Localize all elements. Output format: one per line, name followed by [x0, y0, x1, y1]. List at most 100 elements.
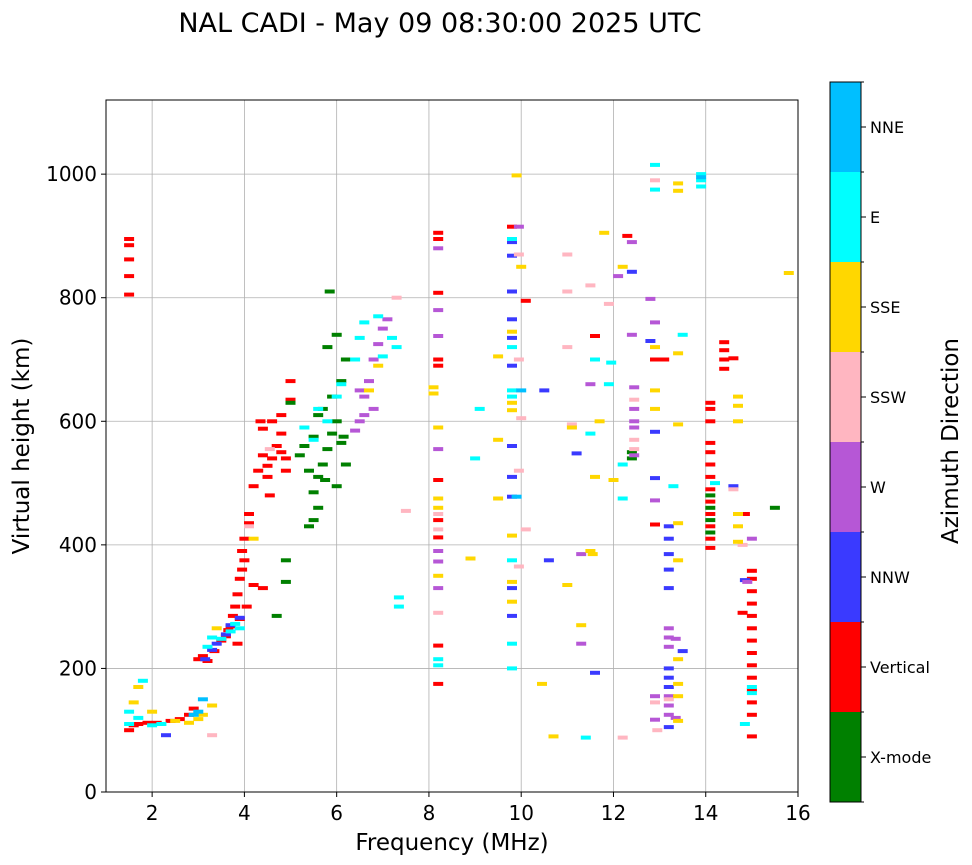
data-point — [670, 715, 681, 720]
data-point — [340, 462, 351, 467]
data-point — [608, 478, 619, 482]
data-point — [673, 558, 684, 563]
data-point — [364, 379, 374, 384]
data-point — [585, 431, 596, 436]
data-point — [705, 400, 716, 405]
data-point — [237, 549, 248, 553]
data-point — [673, 188, 684, 193]
data-point — [629, 425, 640, 430]
data-point — [232, 592, 243, 597]
data-point — [705, 505, 716, 510]
data-point — [202, 644, 213, 649]
data-point — [257, 453, 268, 458]
colorbar-tick-label: X-mode — [870, 748, 931, 767]
colorbar-segment — [830, 622, 861, 712]
data-point — [566, 422, 577, 427]
data-point — [124, 243, 135, 248]
data-point — [340, 357, 351, 362]
data-point — [271, 444, 282, 448]
data-point — [331, 332, 342, 337]
data-point — [391, 295, 402, 300]
data-point — [197, 697, 208, 702]
data-point — [645, 296, 656, 301]
series-ssw — [207, 178, 748, 740]
data-point — [280, 456, 291, 461]
data-point — [650, 357, 660, 362]
data-point — [124, 237, 135, 241]
colorbar-tick-label: E — [870, 208, 880, 227]
data-point — [746, 688, 757, 693]
x-tick-label: 14 — [693, 801, 718, 825]
data-point — [733, 403, 743, 408]
data-point — [673, 351, 684, 356]
data-point — [511, 494, 522, 499]
data-point — [670, 636, 681, 641]
data-point — [507, 237, 517, 241]
data-point — [433, 308, 444, 313]
x-tick-label: 12 — [601, 801, 626, 825]
data-point — [320, 478, 331, 482]
data-point — [350, 428, 361, 433]
data-point — [613, 274, 624, 279]
data-point — [304, 468, 314, 473]
data-point — [617, 735, 628, 740]
data-point — [336, 382, 347, 387]
data-point — [433, 559, 444, 564]
data-point — [220, 632, 231, 637]
data-point — [280, 579, 291, 584]
data-point — [737, 610, 748, 615]
data-point — [507, 317, 517, 322]
data-point — [133, 715, 144, 720]
data-point — [393, 595, 404, 600]
data-point — [393, 604, 404, 609]
y-tick-label: 1000 — [46, 162, 97, 186]
data-point — [737, 542, 748, 547]
data-point — [507, 253, 517, 258]
data-point — [673, 181, 684, 186]
data-point — [650, 162, 660, 167]
data-point — [710, 481, 720, 486]
data-point — [733, 419, 743, 424]
data-point — [322, 345, 333, 350]
data-point — [746, 613, 757, 618]
data-point — [200, 657, 211, 662]
data-point — [516, 264, 527, 269]
data-point — [705, 450, 716, 455]
data-point — [733, 512, 743, 516]
data-point — [507, 363, 517, 368]
data-point — [230, 604, 241, 609]
y-tick-label: 0 — [84, 780, 97, 804]
data-point — [156, 722, 167, 726]
data-point — [493, 354, 504, 359]
data-point — [465, 556, 476, 561]
data-point — [746, 675, 757, 680]
data-point — [650, 187, 660, 192]
data-point — [433, 586, 444, 591]
data-point — [368, 357, 379, 362]
data-point — [507, 335, 517, 340]
data-point — [433, 643, 444, 648]
colorbar-segment — [830, 82, 861, 172]
data-point — [562, 289, 573, 294]
data-point — [285, 400, 296, 405]
data-point — [207, 635, 218, 640]
colorbar: X-mode Vertical NNW W SSW SSE E NNE — [829, 81, 931, 803]
data-point — [255, 419, 266, 424]
data-point — [733, 524, 743, 529]
data-point — [513, 224, 524, 229]
data-point — [668, 484, 679, 489]
data-point — [294, 453, 305, 458]
data-point — [507, 400, 517, 405]
data-point — [520, 298, 531, 303]
y-tick-label: 600 — [59, 409, 97, 433]
data-point — [507, 666, 517, 671]
data-point — [271, 613, 282, 618]
data-point — [629, 385, 640, 390]
data-point — [650, 345, 660, 350]
data-point — [433, 535, 444, 540]
x-tick-label: 8 — [423, 801, 436, 825]
data-point — [264, 493, 275, 498]
data-point — [170, 718, 181, 723]
series-e — [124, 162, 757, 740]
data-point — [211, 626, 222, 631]
